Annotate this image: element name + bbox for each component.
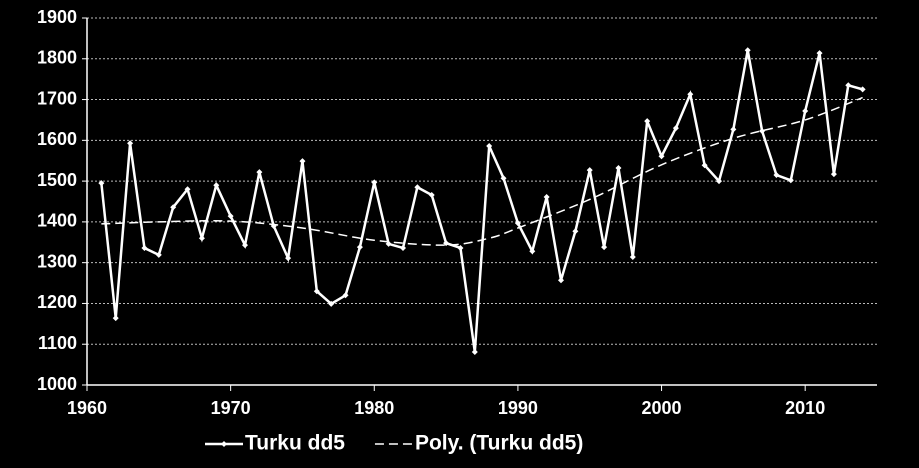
point xyxy=(342,292,349,299)
point xyxy=(170,204,177,211)
point xyxy=(730,126,737,133)
point xyxy=(400,244,406,251)
x-tick-label: 1970 xyxy=(211,398,251,418)
point xyxy=(601,244,608,251)
point xyxy=(299,158,306,165)
legend-label: Poly. (Turku dd5) xyxy=(415,432,583,455)
point xyxy=(859,86,866,93)
point xyxy=(371,179,378,186)
point xyxy=(759,127,766,134)
legend-marker xyxy=(221,441,227,447)
point xyxy=(428,191,435,198)
y-tick-label: 1100 xyxy=(38,333,77,353)
y-tick-label: 1500 xyxy=(37,170,77,190)
point xyxy=(572,228,579,235)
point xyxy=(213,182,220,189)
point xyxy=(313,288,320,295)
point xyxy=(356,244,363,251)
point xyxy=(184,186,191,193)
point xyxy=(615,165,622,172)
point xyxy=(744,47,751,54)
point xyxy=(687,91,694,98)
y-tick-label: 1900 xyxy=(37,7,77,27)
point xyxy=(816,50,823,57)
point xyxy=(127,140,134,147)
point xyxy=(242,242,248,249)
point xyxy=(227,213,234,220)
point xyxy=(845,82,852,89)
point xyxy=(471,348,478,355)
point xyxy=(285,255,292,262)
point xyxy=(586,167,593,174)
point xyxy=(787,177,794,184)
point xyxy=(414,184,421,191)
point xyxy=(672,125,679,132)
point xyxy=(558,277,564,284)
point xyxy=(701,162,708,169)
point xyxy=(514,220,521,227)
point xyxy=(500,175,507,182)
x-tick-label: 2010 xyxy=(785,398,825,418)
x-tick-label: 2000 xyxy=(642,398,682,418)
series-line xyxy=(101,96,863,246)
point xyxy=(529,248,536,255)
point xyxy=(155,251,162,258)
series-line xyxy=(100,49,863,353)
y-tick-label: 1300 xyxy=(37,251,77,271)
point xyxy=(457,244,464,251)
y-tick-label: 1000 xyxy=(37,374,77,394)
point xyxy=(98,180,105,187)
y-tick-label: 1400 xyxy=(37,211,77,231)
point xyxy=(773,171,780,178)
y-tick-label: 1600 xyxy=(37,129,77,149)
x-tick-label: 1980 xyxy=(354,398,394,418)
y-tick-label: 1700 xyxy=(37,88,77,108)
point xyxy=(328,300,335,307)
point xyxy=(830,171,837,178)
point xyxy=(112,315,119,322)
y-tick-label: 1800 xyxy=(37,48,77,68)
point xyxy=(629,253,636,260)
y-tick-label: 1200 xyxy=(37,292,77,312)
point xyxy=(198,235,205,242)
x-tick-label: 1990 xyxy=(498,398,538,418)
point xyxy=(256,169,263,176)
legend-label: Turku dd5 xyxy=(245,432,345,455)
point xyxy=(141,244,148,251)
point xyxy=(716,178,722,185)
point xyxy=(486,143,493,150)
point xyxy=(644,118,651,125)
point xyxy=(543,194,550,201)
point xyxy=(802,107,809,114)
point xyxy=(658,153,665,160)
x-tick-label: 1960 xyxy=(67,398,107,418)
